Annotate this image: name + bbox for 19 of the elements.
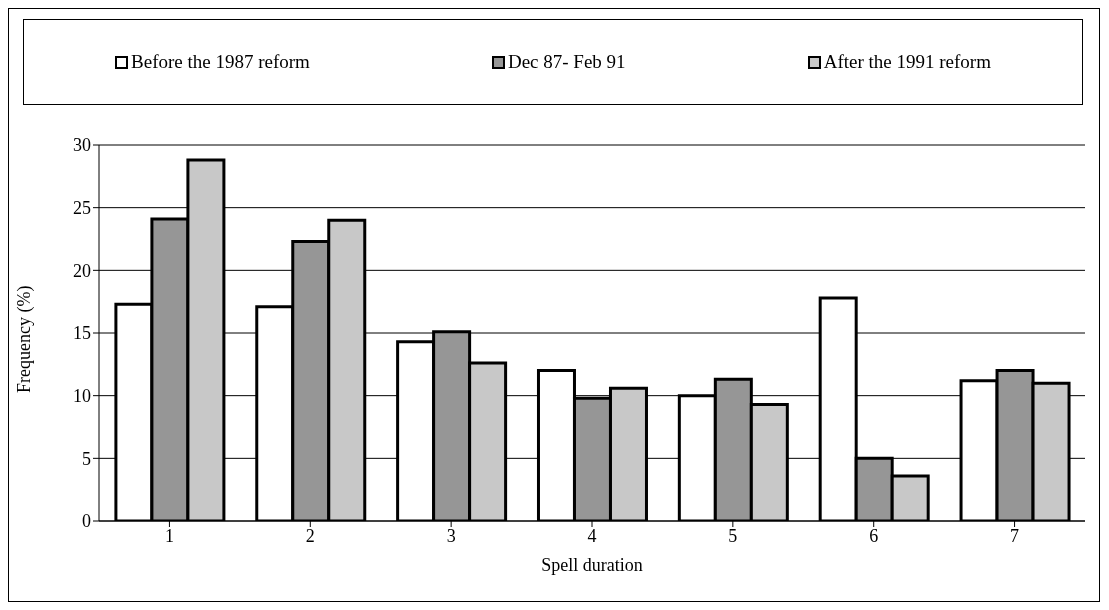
y-tick-label: 15 xyxy=(73,323,91,344)
y-tick-label: 20 xyxy=(73,260,91,281)
legend-label: After the 1991 reform xyxy=(823,51,991,73)
x-tick-label: 7 xyxy=(1010,525,1020,546)
x-tick-label: 1 xyxy=(164,525,174,546)
x-tick-label: 3 xyxy=(446,525,456,546)
legend-label: Before the 1987 reform xyxy=(131,51,310,73)
y-tick-label: 0 xyxy=(82,511,91,532)
x-axis-title: Spell duration xyxy=(541,555,643,575)
x-tick-label: 4 xyxy=(587,525,597,546)
y-tick-label: 25 xyxy=(73,198,91,219)
y-tick-label: 30 xyxy=(73,135,91,156)
x-tick-label: 6 xyxy=(869,525,879,546)
y-tick-label: 10 xyxy=(73,386,91,407)
y-axis-title: Frequency (%) xyxy=(14,285,36,393)
x-tick-label: 2 xyxy=(305,525,315,546)
y-tick-label: 5 xyxy=(82,448,91,469)
legend-label: Dec 87- Feb 91 xyxy=(507,51,626,73)
x-tick-label: 5 xyxy=(728,525,738,546)
